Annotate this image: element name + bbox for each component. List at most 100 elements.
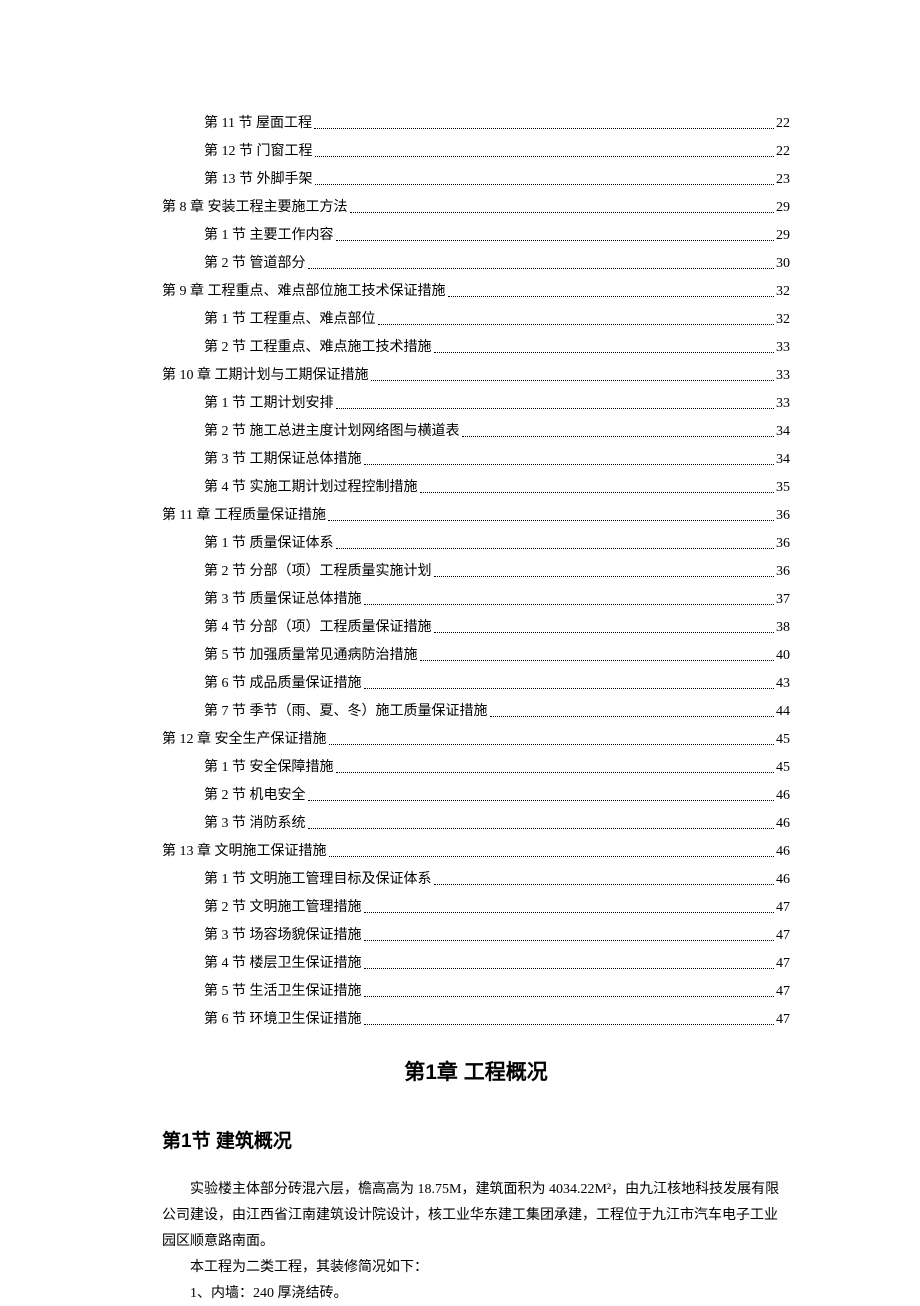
toc-row: 第 1 节 工期计划安排 33 bbox=[162, 390, 790, 418]
toc-row: 第 11 节 屋面工程 22 bbox=[162, 110, 790, 138]
toc-label: 第 2 节 管道部分 bbox=[204, 250, 306, 278]
body-paragraph: 本工程为二类工程，其装修简况如下： bbox=[162, 1255, 790, 1281]
toc-row: 第 11 章 工程质量保证措施36 bbox=[162, 502, 790, 530]
toc-label: 第 2 节 文明施工管理措施 bbox=[204, 894, 362, 922]
toc-leader-dots bbox=[364, 688, 775, 689]
toc-leader-dots bbox=[364, 464, 775, 465]
toc-label: 第 8 章 安装工程主要施工方法 bbox=[162, 194, 348, 222]
toc-row: 第 8 章 安装工程主要施工方法 29 bbox=[162, 194, 790, 222]
toc-label: 第 12 节 门窗工程 bbox=[204, 138, 313, 166]
toc-page-number: 40 bbox=[776, 642, 790, 670]
toc-label: 第 2 节 分部（项）工程质量实施计划 bbox=[204, 558, 432, 586]
toc-page-number: 37 bbox=[776, 586, 790, 614]
toc-row: 第 1 节 安全保障措施45 bbox=[162, 754, 790, 782]
table-of-contents: 第 11 节 屋面工程22第 12 节 门窗工程22第 13 节 外脚手架23第… bbox=[162, 110, 790, 1034]
toc-leader-dots bbox=[308, 800, 775, 801]
toc-label: 第 11 章 工程质量保证措施 bbox=[162, 502, 326, 530]
toc-leader-dots bbox=[434, 576, 775, 577]
toc-label: 第 1 节 主要工作内容 bbox=[204, 222, 334, 250]
toc-label: 第 9 章 工程重点、难点部位施工技术保证措施 bbox=[162, 278, 446, 306]
body-paragraph: 1、内墙：240 厚浇结砖。 bbox=[162, 1281, 790, 1306]
toc-row: 第 6 节 环境卫生保证措施 47 bbox=[162, 1006, 790, 1034]
toc-row: 第 4 节 实施工期计划过程控制措施 35 bbox=[162, 474, 790, 502]
toc-leader-dots bbox=[329, 856, 775, 857]
toc-label: 第 3 节 场容场貌保证措施 bbox=[204, 922, 362, 950]
toc-row: 第 2 节 工程重点、难点施工技术措施 33 bbox=[162, 334, 790, 362]
toc-label: 第 1 节 质量保证体系 bbox=[204, 530, 334, 558]
toc-leader-dots bbox=[364, 912, 775, 913]
toc-label: 第 11 节 屋面工程 bbox=[204, 110, 312, 138]
toc-page-number: 23 bbox=[776, 166, 790, 194]
toc-row: 第 5 节 加强质量常见通病防治措施 40 bbox=[162, 642, 790, 670]
toc-page-number: 35 bbox=[776, 474, 790, 502]
toc-page-number: 36 bbox=[776, 530, 790, 558]
toc-row: 第 6 节 成品质量保证措施43 bbox=[162, 670, 790, 698]
toc-label: 第 5 节 生活卫生保证措施 bbox=[204, 978, 362, 1006]
toc-leader-dots bbox=[328, 520, 774, 521]
toc-row: 第 3 节 质量保证总体措施37 bbox=[162, 586, 790, 614]
toc-page-number: 32 bbox=[776, 278, 790, 306]
toc-page-number: 34 bbox=[776, 418, 790, 446]
chapter-title: 第1章 工程概况 bbox=[162, 1056, 790, 1086]
toc-page-number: 34 bbox=[776, 446, 790, 474]
toc-page-number: 47 bbox=[776, 922, 790, 950]
toc-leader-dots bbox=[336, 772, 775, 773]
toc-label: 第 1 节 工程重点、难点部位 bbox=[204, 306, 376, 334]
toc-row: 第 2 节 文明施工管理措施47 bbox=[162, 894, 790, 922]
toc-leader-dots bbox=[336, 408, 775, 409]
toc-leader-dots bbox=[378, 324, 775, 325]
toc-leader-dots bbox=[462, 436, 775, 437]
toc-label: 第 12 章 安全生产保证措施 bbox=[162, 726, 327, 754]
toc-row: 第 2 节 管道部分 30 bbox=[162, 250, 790, 278]
toc-row: 第 4 节 楼层卫生保证措施47 bbox=[162, 950, 790, 978]
toc-page-number: 47 bbox=[776, 978, 790, 1006]
toc-page-number: 29 bbox=[776, 194, 790, 222]
toc-page-number: 32 bbox=[776, 306, 790, 334]
toc-page-number: 33 bbox=[776, 390, 790, 418]
toc-leader-dots bbox=[420, 492, 775, 493]
toc-page-number: 33 bbox=[776, 334, 790, 362]
toc-page-number: 29 bbox=[776, 222, 790, 250]
toc-leader-dots bbox=[490, 716, 775, 717]
toc-leader-dots bbox=[336, 548, 775, 549]
toc-leader-dots bbox=[308, 828, 775, 829]
toc-page-number: 43 bbox=[776, 670, 790, 698]
toc-leader-dots bbox=[448, 296, 775, 297]
toc-label: 第 1 节 工期计划安排 bbox=[204, 390, 334, 418]
section-title: 第1节 建筑概况 bbox=[162, 1126, 790, 1153]
body-paragraph: 实验楼主体部分砖混六层，檐高高为 18.75M，建筑面积为 4034.22M²，… bbox=[162, 1177, 790, 1255]
toc-page-number: 46 bbox=[776, 810, 790, 838]
toc-row: 第 3 节 消防系统46 bbox=[162, 810, 790, 838]
toc-leader-dots bbox=[434, 632, 775, 633]
toc-label: 第 4 节 实施工期计划过程控制措施 bbox=[204, 474, 418, 502]
toc-leader-dots bbox=[364, 604, 775, 605]
toc-row: 第 12 章 安全生产保证措施45 bbox=[162, 726, 790, 754]
toc-page-number: 46 bbox=[776, 782, 790, 810]
toc-label: 第 5 节 加强质量常见通病防治措施 bbox=[204, 642, 418, 670]
toc-page-number: 44 bbox=[776, 698, 790, 726]
toc-page-number: 22 bbox=[776, 110, 790, 138]
toc-label: 第 4 节 分部（项）工程质量保证措施 bbox=[204, 614, 432, 642]
toc-page-number: 30 bbox=[776, 250, 790, 278]
toc-page-number: 38 bbox=[776, 614, 790, 642]
toc-row: 第 1 节 工程重点、难点部位 32 bbox=[162, 306, 790, 334]
toc-leader-dots bbox=[434, 884, 775, 885]
toc-page-number: 46 bbox=[776, 866, 790, 894]
toc-page-number: 47 bbox=[776, 1006, 790, 1034]
toc-leader-dots bbox=[350, 212, 775, 213]
toc-row: 第 9 章 工程重点、难点部位施工技术保证措施 32 bbox=[162, 278, 790, 306]
toc-leader-dots bbox=[364, 968, 775, 969]
toc-row: 第 4 节 分部（项）工程质量保证措施 38 bbox=[162, 614, 790, 642]
toc-label: 第 2 节 工程重点、难点施工技术措施 bbox=[204, 334, 432, 362]
toc-label: 第 10 章 工期计划与工期保证措施 bbox=[162, 362, 369, 390]
toc-label: 第 2 节 施工总进主度计划网络图与横道表 bbox=[204, 418, 460, 446]
toc-leader-dots bbox=[364, 1024, 775, 1025]
toc-label: 第 3 节 工期保证总体措施 bbox=[204, 446, 362, 474]
toc-row: 第 12 节 门窗工程22 bbox=[162, 138, 790, 166]
toc-leader-dots bbox=[314, 128, 774, 129]
toc-page-number: 33 bbox=[776, 362, 790, 390]
toc-label: 第 1 节 文明施工管理目标及保证体系 bbox=[204, 866, 432, 894]
body-text: 实验楼主体部分砖混六层，檐高高为 18.75M，建筑面积为 4034.22M²，… bbox=[162, 1177, 790, 1306]
toc-label: 第 6 节 环境卫生保证措施 bbox=[204, 1006, 362, 1034]
toc-label: 第 13 节 外脚手架 bbox=[204, 166, 313, 194]
